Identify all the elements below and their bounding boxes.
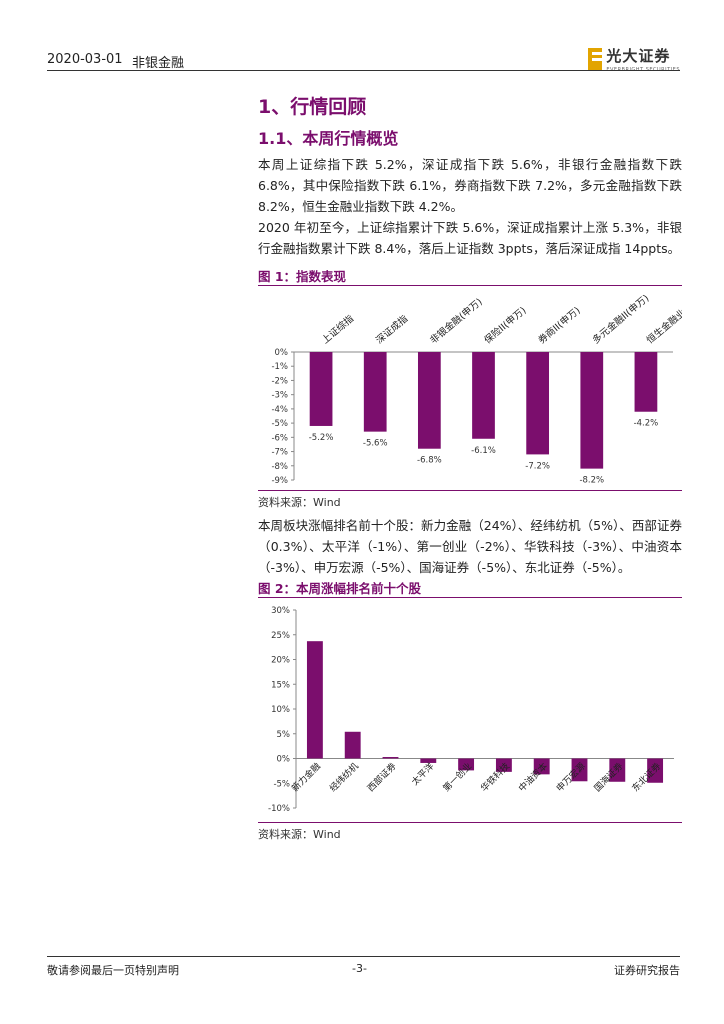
figure-2-top-rule (258, 597, 682, 598)
category-label: 太平洋 (409, 760, 437, 788)
data-label: -6.1% (471, 446, 496, 456)
data-label: -5.2% (309, 433, 334, 443)
category-label: 第一创业 (440, 760, 474, 794)
header-category: 非银金融 (132, 56, 185, 71)
category-label: 中油资本 (516, 760, 550, 794)
category-label: 上证综指 (319, 312, 356, 346)
category-label: 券商II(申万) (536, 304, 583, 346)
y-tick-label: 15% (271, 680, 290, 690)
y-tick-label: 10% (271, 705, 290, 715)
category-label: 保险II(申万) (482, 304, 529, 346)
y-tick-label: -9% (271, 476, 288, 486)
paragraph-weekly-summary: 本周上证综指下跌 5.2%，深证成指下跌 5.6%，非银行金融指数下跌 6.8%… (258, 157, 682, 214)
category-label: 华铁科技 (478, 760, 512, 794)
y-tick-label: -4% (271, 405, 288, 415)
bar (495, 758, 512, 772)
y-tick-label: -2% (271, 376, 288, 386)
figure-2-bottom-rule (258, 822, 682, 823)
figure-1-chart: 0% -1% -2% -3% -4% -5% -6% -7% -8% -9% -5.2% 上证综指 -5… (271, 292, 682, 486)
bar (634, 352, 658, 412)
figure-1-bottom-rule (258, 490, 682, 491)
y-tick-label: 0% (277, 755, 291, 765)
y-tick-label: 5% (277, 730, 291, 740)
paragraph-ytd-summary: 2020 年初至今，上证综指累计下跌 5.6%，深证成指累计上涨 5.3%，非银… (258, 220, 682, 256)
subsection-heading: 1.1、本周行情概览 (258, 129, 399, 148)
y-tick-label: 20% (271, 656, 290, 666)
footer-report-type: 证券研究报告 (614, 964, 680, 977)
category-label: 新力金融 (289, 760, 323, 794)
y-tick-label: 30% (271, 606, 290, 616)
data-label: -6.8% (417, 456, 442, 466)
bar (472, 352, 495, 439)
category-label: 多元金融II(申万) (590, 292, 651, 346)
logo-mark-icon (588, 48, 603, 70)
data-label: -4.2% (634, 419, 659, 429)
y-tick-label: -8% (271, 462, 288, 472)
paragraph-top-stocks: 本周板块涨幅排名前十个股：新力金融（24%）、经纬纺机（5%）、西部证券（0.3… (258, 518, 682, 575)
y-tick-label: -1% (271, 362, 288, 372)
figure-1-title: 图 1：指数表现 (258, 269, 347, 284)
bar (609, 758, 626, 782)
bar (458, 758, 475, 771)
logo-text: 光大证券 (606, 47, 671, 65)
category-label: 恒生金融业 (644, 307, 682, 347)
y-tick-label: -6% (271, 433, 288, 443)
y-tick-label: -5% (273, 779, 290, 789)
bar (363, 352, 387, 432)
bar (420, 758, 437, 763)
section-heading: 1、行情回顾 (258, 96, 367, 118)
header-divider (47, 70, 680, 71)
figure-1-source: 资料来源：Wind (258, 496, 341, 509)
figure-1-top-rule (258, 285, 682, 286)
page-number: -3- (352, 962, 367, 975)
category-label: 深证成指 (373, 312, 410, 346)
figure-2-title: 图 2：本周涨幅排名前十个股 (258, 581, 422, 596)
data-label: -7.2% (525, 461, 550, 471)
figure-2-source: 资料来源：Wind (258, 828, 341, 841)
bar (647, 758, 664, 783)
bar (344, 731, 361, 759)
y-tick-label: -10% (268, 804, 290, 814)
company-logo: 光大证券 EVERBRIGHT SECURITIES (588, 45, 680, 73)
y-tick-label: -5% (271, 419, 288, 429)
header-date: 2020-03-01 (47, 52, 123, 67)
y-tick-label: 25% (271, 631, 290, 641)
category-label: 西部证券 (365, 760, 399, 794)
y-tick-label: -3% (271, 391, 288, 401)
bar (571, 758, 588, 782)
footer-disclaimer: 敬请参阅最后一页特别声明 (47, 964, 179, 977)
bar (580, 352, 604, 469)
data-label: -8.2% (579, 476, 604, 486)
bar (533, 758, 550, 775)
bar (306, 641, 323, 759)
data-label: -5.6% (363, 439, 388, 449)
footer-divider (47, 956, 680, 957)
category-label: 非银金融(申万) (428, 296, 485, 347)
bar (526, 352, 550, 455)
bar (382, 757, 399, 759)
y-tick-label: 0% (275, 348, 289, 358)
bar (417, 352, 441, 449)
category-label: 经纬纺机 (327, 760, 361, 794)
figure-2-chart: 30% 25% 20% 15% 10% 5% 0% -5% -10% 新力金融 经纬纺机 西部证券 太平… (268, 606, 674, 814)
y-tick-label: -7% (271, 448, 288, 458)
bar (309, 352, 333, 426)
